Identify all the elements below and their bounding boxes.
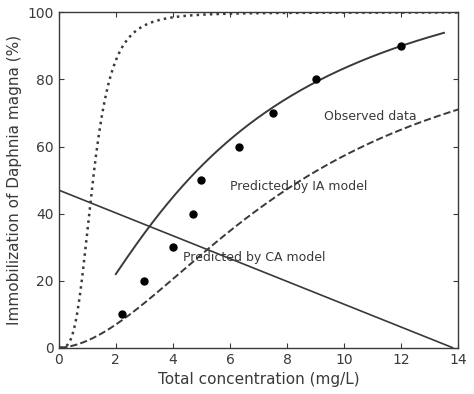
Y-axis label: Immobilization of Daphnia magna (%): Immobilization of Daphnia magna (%) — [7, 35, 22, 325]
Text: Predicted by CA model: Predicted by CA model — [183, 251, 325, 264]
Text: Predicted by IA model: Predicted by IA model — [230, 180, 367, 193]
Text: Observed data: Observed data — [324, 110, 417, 123]
X-axis label: Total concentration (mg/L): Total concentration (mg/L) — [158, 372, 359, 387]
